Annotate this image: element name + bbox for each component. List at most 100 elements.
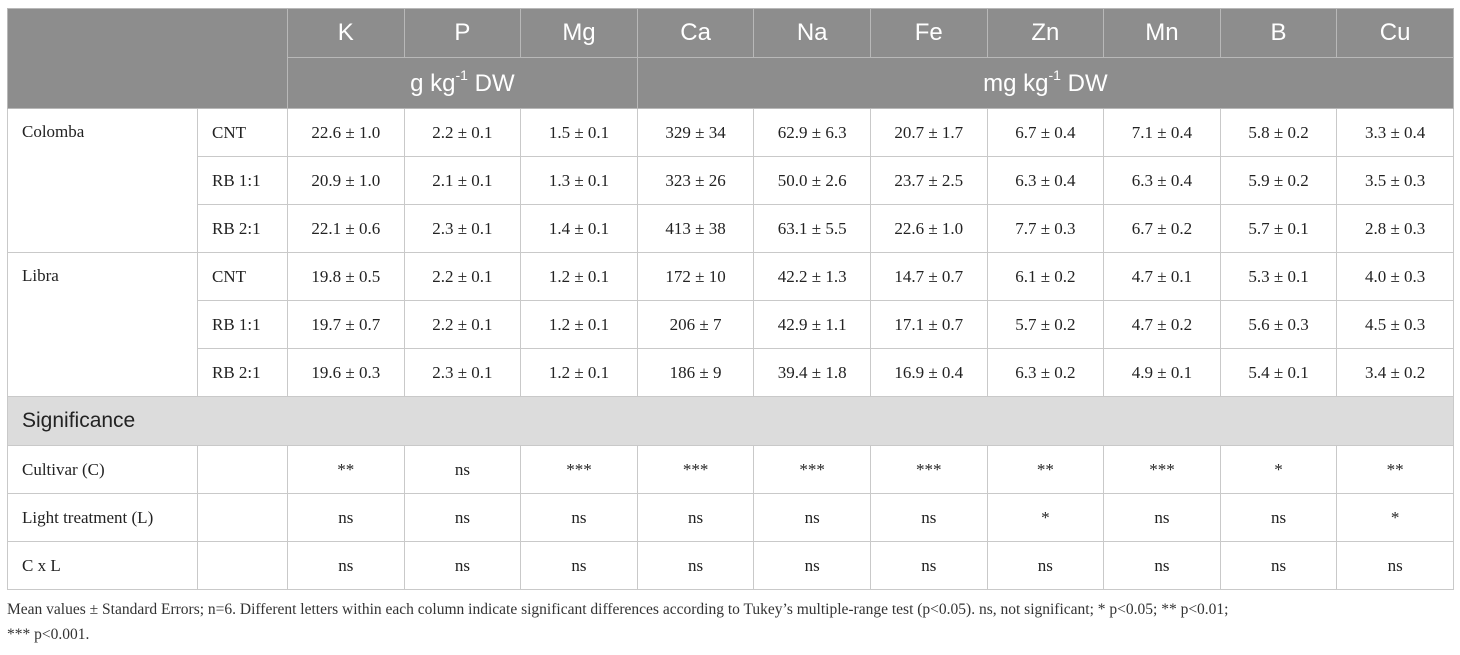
significance-cell: ns bbox=[1103, 493, 1221, 542]
value-cell: 172 ± 10 bbox=[636, 252, 755, 301]
header-element: P bbox=[403, 8, 522, 58]
treatment-cell: CNT bbox=[197, 252, 288, 301]
significance-cell: ns bbox=[287, 493, 405, 542]
value-cell: 3.3 ± 0.4 bbox=[1336, 108, 1454, 157]
unit-macro-post: DW bbox=[467, 69, 515, 97]
header-element: Mg bbox=[520, 8, 638, 58]
value-cell: 2.8 ± 0.3 bbox=[1336, 204, 1454, 253]
unit-macro-sup: -1 bbox=[455, 66, 468, 83]
value-cell: 5.8 ± 0.2 bbox=[1219, 108, 1338, 157]
table-row: RB 1:1 19.7 ± 0.7 2.2 ± 0.1 1.2 ± 0.1 206 ± … bbox=[8, 300, 1454, 349]
significance-cell: ns bbox=[636, 541, 755, 590]
header-element: K bbox=[287, 8, 405, 58]
significance-cell: ns bbox=[1103, 541, 1221, 590]
header-corner-cell bbox=[7, 8, 288, 109]
value-cell: 186 ± 9 bbox=[636, 348, 755, 397]
factor-label: C x L bbox=[7, 541, 198, 590]
significance-cell: * bbox=[1336, 493, 1454, 542]
table-row: RB 2:1 19.6 ± 0.3 2.3 ± 0.1 1.2 ± 0.1 186 ± … bbox=[8, 348, 1454, 397]
footnote-line-1: Mean values ± Standard Errors; n=6. Diff… bbox=[7, 601, 1229, 618]
value-cell: 6.3 ± 0.4 bbox=[986, 156, 1105, 205]
value-cell: 5.4 ± 0.1 bbox=[1219, 348, 1338, 397]
value-cell: 20.7 ± 1.7 bbox=[869, 108, 988, 157]
value-cell: 7.1 ± 0.4 bbox=[1103, 108, 1221, 157]
value-cell: 22.6 ± 1.0 bbox=[287, 108, 405, 157]
footnote-line-2: *** p<0.001. bbox=[7, 626, 90, 643]
treatment-cell: RB 2:1 bbox=[197, 348, 288, 397]
value-cell: 3.5 ± 0.3 bbox=[1336, 156, 1454, 205]
header-units-row: g kg-1 DW mg kg-1 DW bbox=[8, 57, 1454, 109]
significance-cell: ns bbox=[753, 541, 871, 590]
value-cell: 20.9 ± 1.0 bbox=[287, 156, 405, 205]
value-cell: 413 ± 38 bbox=[636, 204, 755, 253]
table-row: RB 1:1 20.9 ± 1.0 2.1 ± 0.1 1.3 ± 0.1 323 ± … bbox=[8, 156, 1454, 205]
unit-micro: mg kg-1 DW bbox=[636, 57, 1454, 109]
value-cell: 1.2 ± 0.1 bbox=[520, 252, 638, 301]
significance-cell: ns bbox=[1336, 541, 1454, 590]
nutrient-table-container: K P Mg Ca Na Fe Zn Mn B Cu g kg-1 DW mg … bbox=[7, 8, 1454, 590]
significance-cell: ns bbox=[1219, 493, 1338, 542]
significance-cell: ns bbox=[986, 541, 1105, 590]
treatment-cell: CNT bbox=[197, 108, 288, 157]
value-cell: 2.1 ± 0.1 bbox=[403, 156, 522, 205]
value-cell: 2.2 ± 0.1 bbox=[403, 108, 522, 157]
value-cell: 4.9 ± 0.1 bbox=[1103, 348, 1221, 397]
header-element: Ca bbox=[636, 8, 755, 58]
unit-macro-pre: g kg bbox=[410, 69, 456, 97]
cultivar-cell: Colomba bbox=[7, 108, 198, 253]
cultivar-cell: Libra bbox=[7, 252, 198, 397]
table-row: RB 2:1 22.1 ± 0.6 2.3 ± 0.1 1.4 ± 0.1 413 ± … bbox=[8, 204, 1454, 253]
value-cell: 1.2 ± 0.1 bbox=[520, 300, 638, 349]
unit-micro-sup: -1 bbox=[1048, 66, 1061, 83]
treatment-cell: RB 2:1 bbox=[197, 204, 288, 253]
table-header: K P Mg Ca Na Fe Zn Mn B Cu g kg-1 DW mg … bbox=[7, 8, 1454, 109]
significance-cell: ns bbox=[636, 493, 755, 542]
value-cell: 6.3 ± 0.2 bbox=[986, 348, 1105, 397]
value-cell: 4.7 ± 0.2 bbox=[1103, 300, 1221, 349]
significance-title: Significance bbox=[7, 396, 1454, 446]
value-cell: 5.6 ± 0.3 bbox=[1219, 300, 1338, 349]
header-element: Mn bbox=[1103, 8, 1221, 58]
significance-cell: ** bbox=[287, 445, 405, 494]
value-cell: 2.3 ± 0.1 bbox=[403, 348, 522, 397]
table-body: Colomba CNT 22.6 ± 1.0 2.2 ± 0.1 1.5 ± 0.1 32… bbox=[7, 108, 1454, 590]
value-cell: 329 ± 34 bbox=[636, 108, 755, 157]
value-cell: 3.4 ± 0.2 bbox=[1336, 348, 1454, 397]
treatment-cell: RB 1:1 bbox=[197, 156, 288, 205]
value-cell: 5.9 ± 0.2 bbox=[1219, 156, 1338, 205]
nutrient-table: K P Mg Ca Na Fe Zn Mn B Cu g kg-1 DW mg … bbox=[7, 8, 1454, 590]
value-cell: 6.3 ± 0.4 bbox=[1103, 156, 1221, 205]
value-cell: 5.7 ± 0.2 bbox=[986, 300, 1105, 349]
value-cell: 17.1 ± 0.7 bbox=[869, 300, 988, 349]
value-cell: 42.9 ± 1.1 bbox=[753, 300, 871, 349]
value-cell: 16.9 ± 0.4 bbox=[869, 348, 988, 397]
value-cell: 6.7 ± 0.4 bbox=[986, 108, 1105, 157]
value-cell: 6.1 ± 0.2 bbox=[986, 252, 1105, 301]
significance-cell: *** bbox=[1103, 445, 1221, 494]
significance-cell: ns bbox=[287, 541, 405, 590]
value-cell: 39.4 ± 1.8 bbox=[753, 348, 871, 397]
value-cell: 7.7 ± 0.3 bbox=[986, 204, 1105, 253]
significance-section-row: Significance bbox=[7, 396, 1454, 446]
value-cell: 14.7 ± 0.7 bbox=[869, 252, 988, 301]
significance-cell: ** bbox=[1336, 445, 1454, 494]
significance-cell: * bbox=[986, 493, 1105, 542]
unit-micro-pre: mg kg bbox=[983, 69, 1049, 97]
value-cell: 22.6 ± 1.0 bbox=[869, 204, 988, 253]
significance-cell: ns bbox=[1219, 541, 1338, 590]
value-cell: 1.5 ± 0.1 bbox=[520, 108, 638, 157]
factor-label: Cultivar (C) bbox=[7, 445, 198, 494]
value-cell: 22.1 ± 0.6 bbox=[287, 204, 405, 253]
significance-cell: *** bbox=[753, 445, 871, 494]
significance-cell: ns bbox=[403, 541, 522, 590]
significance-cell: ns bbox=[403, 445, 522, 494]
significance-cell: * bbox=[1219, 445, 1338, 494]
empty-cell bbox=[197, 493, 288, 542]
value-cell: 19.6 ± 0.3 bbox=[287, 348, 405, 397]
value-cell: 19.8 ± 0.5 bbox=[287, 252, 405, 301]
treatment-cell: RB 1:1 bbox=[197, 300, 288, 349]
value-cell: 206 ± 7 bbox=[636, 300, 755, 349]
value-cell: 4.7 ± 0.1 bbox=[1103, 252, 1221, 301]
value-cell: 4.0 ± 0.3 bbox=[1336, 252, 1454, 301]
